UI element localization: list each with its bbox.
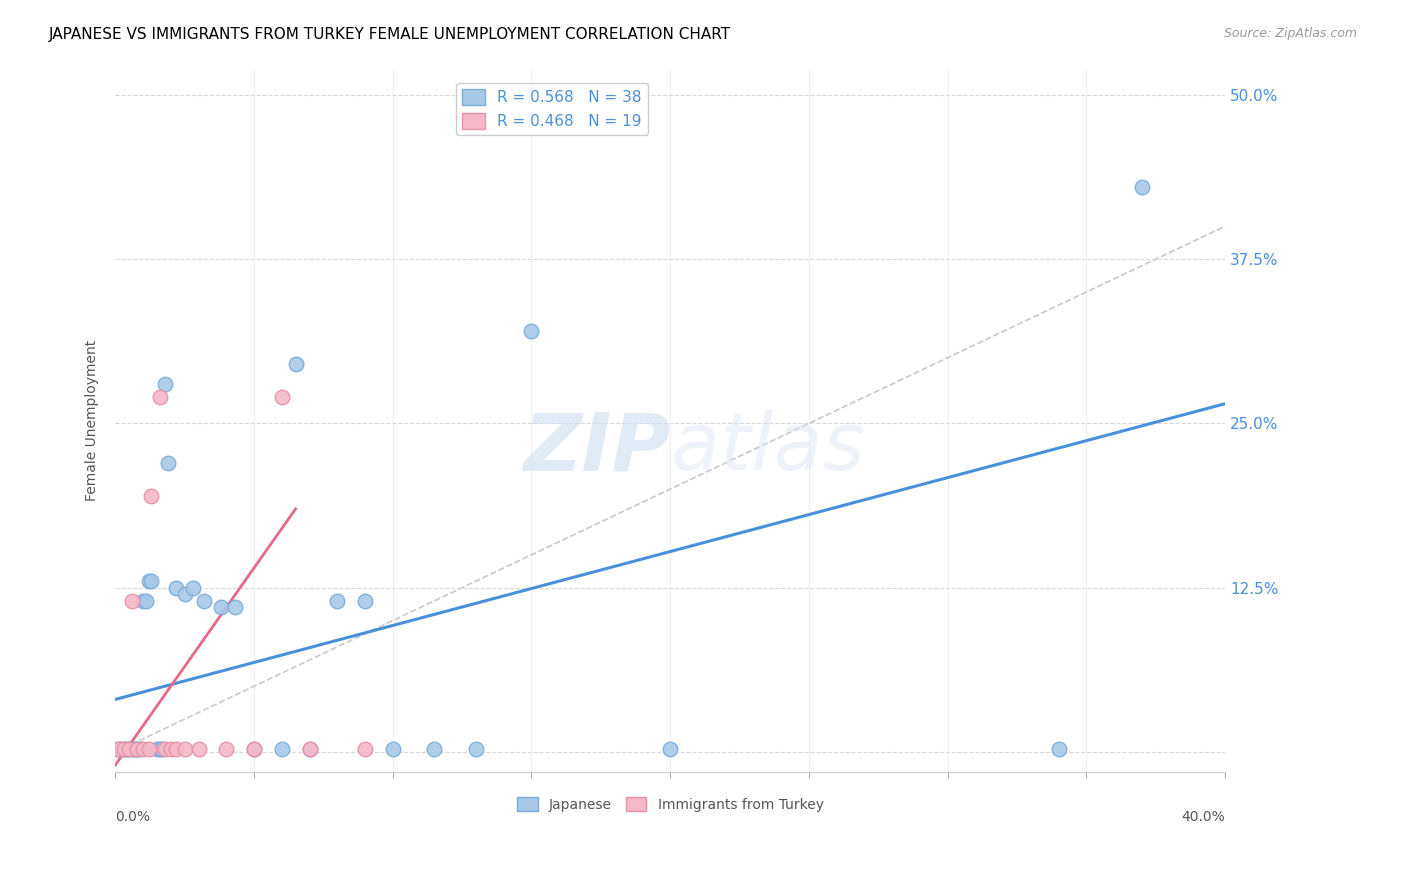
Text: 0.0%: 0.0% bbox=[115, 810, 150, 824]
Point bbox=[107, 742, 129, 756]
Point bbox=[152, 742, 174, 756]
Point bbox=[115, 742, 138, 756]
Point bbox=[354, 594, 377, 608]
Point bbox=[173, 587, 195, 601]
Text: 40.0%: 40.0% bbox=[1181, 810, 1225, 824]
Point bbox=[118, 742, 141, 756]
Point bbox=[127, 742, 149, 756]
Point bbox=[121, 594, 143, 608]
Text: atlas: atlas bbox=[671, 409, 865, 487]
Point bbox=[270, 742, 292, 756]
Point bbox=[135, 594, 157, 608]
Point bbox=[326, 594, 349, 608]
Point bbox=[659, 742, 682, 756]
Point bbox=[149, 390, 172, 404]
Point bbox=[354, 742, 377, 756]
Point bbox=[124, 742, 146, 756]
Point bbox=[224, 600, 246, 615]
Point bbox=[129, 742, 152, 756]
Point bbox=[107, 742, 129, 756]
Point bbox=[423, 742, 446, 756]
Point bbox=[124, 742, 146, 756]
Point bbox=[215, 742, 238, 756]
Point bbox=[138, 742, 160, 756]
Point bbox=[110, 742, 132, 756]
Point bbox=[243, 742, 266, 756]
Text: JAPANESE VS IMMIGRANTS FROM TURKEY FEMALE UNEMPLOYMENT CORRELATION CHART: JAPANESE VS IMMIGRANTS FROM TURKEY FEMAL… bbox=[49, 27, 731, 42]
Point bbox=[138, 574, 160, 588]
Point bbox=[118, 742, 141, 756]
Y-axis label: Female Unemployment: Female Unemployment bbox=[86, 340, 100, 500]
Point bbox=[146, 742, 169, 756]
Point bbox=[284, 357, 307, 371]
Point bbox=[1047, 742, 1070, 756]
Point bbox=[165, 742, 187, 756]
Point bbox=[243, 742, 266, 756]
Point bbox=[465, 742, 488, 756]
Point bbox=[187, 742, 209, 756]
Point bbox=[121, 742, 143, 756]
Point bbox=[159, 742, 181, 756]
Point bbox=[132, 594, 155, 608]
Text: ZIP: ZIP bbox=[523, 409, 671, 487]
Point bbox=[141, 574, 163, 588]
Point bbox=[381, 742, 404, 756]
Point bbox=[127, 742, 149, 756]
Point bbox=[173, 742, 195, 756]
Point bbox=[156, 456, 179, 470]
Text: Source: ZipAtlas.com: Source: ZipAtlas.com bbox=[1223, 27, 1357, 40]
Point bbox=[181, 581, 204, 595]
Point bbox=[298, 742, 321, 756]
Point bbox=[149, 742, 172, 756]
Point bbox=[112, 742, 135, 756]
Point bbox=[155, 742, 177, 756]
Legend: Japanese, Immigrants from Turkey: Japanese, Immigrants from Turkey bbox=[512, 791, 830, 817]
Point bbox=[165, 581, 187, 595]
Point bbox=[132, 742, 155, 756]
Point bbox=[141, 489, 163, 503]
Point bbox=[209, 600, 232, 615]
Point bbox=[155, 376, 177, 391]
Point bbox=[193, 594, 215, 608]
Point bbox=[520, 325, 543, 339]
Point bbox=[1130, 179, 1153, 194]
Point bbox=[270, 390, 292, 404]
Point bbox=[298, 742, 321, 756]
Point bbox=[112, 742, 135, 756]
